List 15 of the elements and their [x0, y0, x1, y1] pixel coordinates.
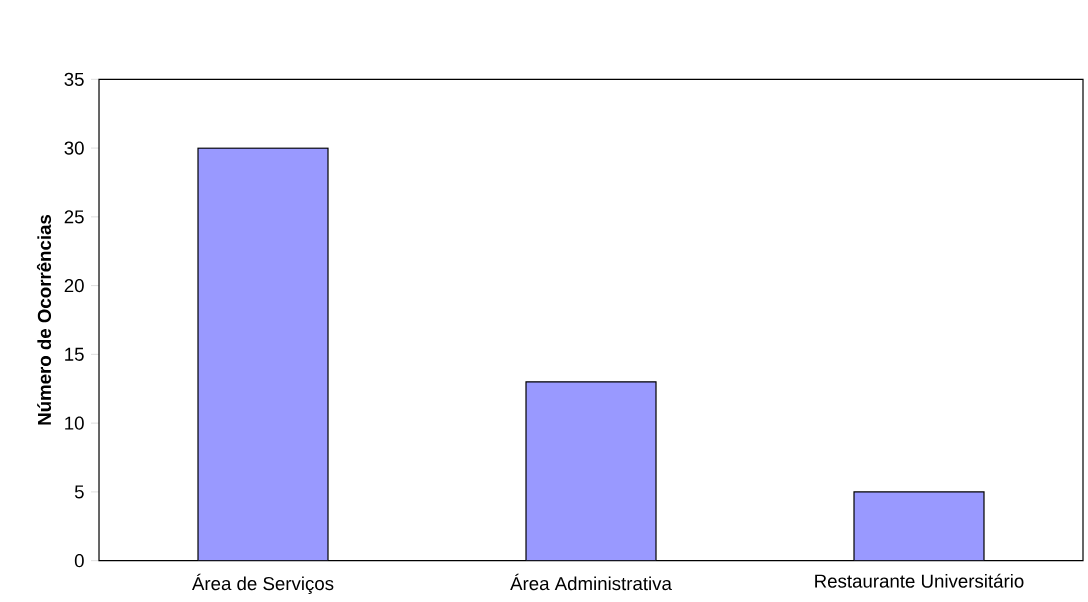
bar	[197, 147, 329, 561]
bar	[853, 491, 985, 561]
y-tick-label: 15	[65, 347, 84, 361]
x-tick-label: Área Administrativa	[510, 573, 672, 591]
y-tick-label: 0	[74, 554, 84, 568]
y-axis-title: Número de Ocorrências	[36, 214, 52, 425]
bar	[525, 381, 657, 561]
y-tick-label: 5	[74, 485, 84, 499]
x-tick-label: Área de Serviços	[191, 573, 334, 594]
y-tick-label: 35	[64, 72, 84, 86]
y-tick-label: 25	[64, 210, 84, 224]
x-tick-label: Restaurante Universitário	[815, 573, 1024, 588]
y-tick-label: 10	[65, 416, 84, 430]
y-tick-label: 30	[64, 141, 84, 155]
y-tick-label: 20	[64, 278, 84, 293]
